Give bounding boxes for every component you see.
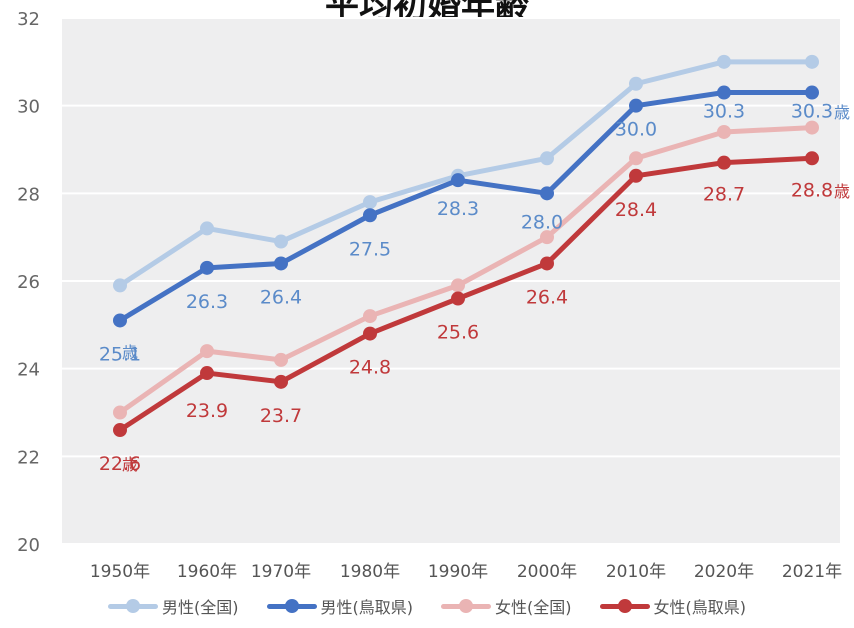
- data-point: [540, 230, 554, 245]
- data-point: [363, 309, 377, 324]
- data-point: [363, 326, 377, 341]
- data-point: [805, 120, 819, 135]
- legend-swatch: [441, 596, 491, 616]
- x-tick-label: 2021年: [782, 562, 842, 582]
- y-tick-label: 20: [17, 535, 40, 556]
- x-tick-label: 1960年: [177, 562, 237, 582]
- data-label: 28.4: [615, 199, 657, 221]
- data-label: 28.8: [791, 179, 833, 201]
- data-label: 30.3: [703, 101, 745, 123]
- data-label: 22.6: [99, 453, 141, 475]
- legend-label: 女性(鳥取県): [653, 598, 747, 617]
- data-point: [200, 366, 214, 381]
- data-point: [113, 405, 127, 420]
- data-point: [629, 76, 643, 91]
- data-label: 28.7: [703, 184, 745, 206]
- data-point: [717, 155, 731, 170]
- data-point: [629, 151, 643, 166]
- data-label: 25.6: [437, 322, 479, 344]
- data-label: 28.0: [521, 211, 563, 233]
- data-point: [451, 278, 465, 293]
- data-point: [717, 54, 731, 69]
- data-point: [805, 151, 819, 166]
- data-label: 23.7: [260, 405, 302, 427]
- data-label: 26.4: [526, 286, 568, 308]
- y-tick-label: 26: [17, 272, 40, 293]
- data-label: 26.4: [260, 286, 302, 308]
- data-label: 28.3: [437, 198, 479, 220]
- x-tick-label: 2020年: [694, 562, 754, 582]
- data-point: [113, 278, 127, 293]
- data-point: [200, 221, 214, 236]
- data-point: [717, 124, 731, 139]
- unit-label: 歳: [122, 343, 138, 362]
- data-label: 26.3: [186, 291, 228, 313]
- data-point: [274, 374, 288, 389]
- legend-swatch: [599, 596, 650, 616]
- data-point: [717, 85, 731, 100]
- chart-legend: 男性(全国) 男性(鳥取県) 女性(全国) 女性(鳥取県): [0, 594, 854, 618]
- data-point: [540, 186, 554, 201]
- legend-item: 女性(全国): [441, 594, 572, 618]
- legend-label: 男性(鳥取県): [320, 598, 414, 617]
- data-label: 25.1: [99, 343, 141, 365]
- x-tick-label: 2010年: [606, 562, 666, 582]
- data-point: [629, 98, 643, 113]
- unit-label: 歳: [834, 103, 850, 122]
- y-tick-label: 28: [17, 184, 40, 205]
- x-tick-label: 1950年: [90, 562, 150, 582]
- x-tick-label: 1970年: [251, 562, 311, 582]
- data-point: [805, 85, 819, 100]
- legend-item: 男性(全国): [108, 594, 239, 618]
- data-point: [540, 151, 554, 166]
- data-point: [274, 234, 288, 249]
- x-tick-label: 1980年: [340, 562, 400, 582]
- legend-label: 女性(全国): [495, 598, 572, 617]
- data-point: [363, 208, 377, 223]
- data-point: [629, 168, 643, 183]
- y-tick-label: 30: [17, 97, 40, 118]
- legend-item: 男性(鳥取県): [266, 594, 414, 618]
- data-label: 30.3: [791, 101, 833, 123]
- data-point: [113, 313, 127, 328]
- data-point: [113, 423, 127, 438]
- legend-item: 女性(鳥取県): [599, 594, 747, 618]
- unit-label: 歳: [122, 455, 138, 474]
- data-label: 27.5: [349, 238, 391, 260]
- data-point: [805, 54, 819, 69]
- legend-swatch: [108, 596, 158, 616]
- y-tick-label: 32: [17, 9, 40, 30]
- x-tick-label: 1990年: [428, 562, 488, 582]
- data-point: [363, 195, 377, 210]
- legend-swatch: [266, 596, 317, 616]
- data-point: [451, 291, 465, 306]
- data-label: 30.0: [615, 119, 657, 141]
- unit-label: 歳: [834, 182, 850, 201]
- data-label: 23.9: [186, 400, 228, 422]
- data-point: [451, 173, 465, 188]
- legend-label: 男性(全国): [162, 598, 239, 617]
- data-point: [274, 256, 288, 271]
- data-point: [200, 260, 214, 275]
- data-point: [274, 352, 288, 367]
- data-point: [540, 256, 554, 271]
- x-tick-label: 2000年: [517, 562, 577, 582]
- data-label: 24.8: [349, 357, 391, 379]
- data-point: [200, 344, 214, 359]
- y-tick-label: 22: [17, 447, 40, 468]
- y-tick-label: 24: [17, 360, 40, 381]
